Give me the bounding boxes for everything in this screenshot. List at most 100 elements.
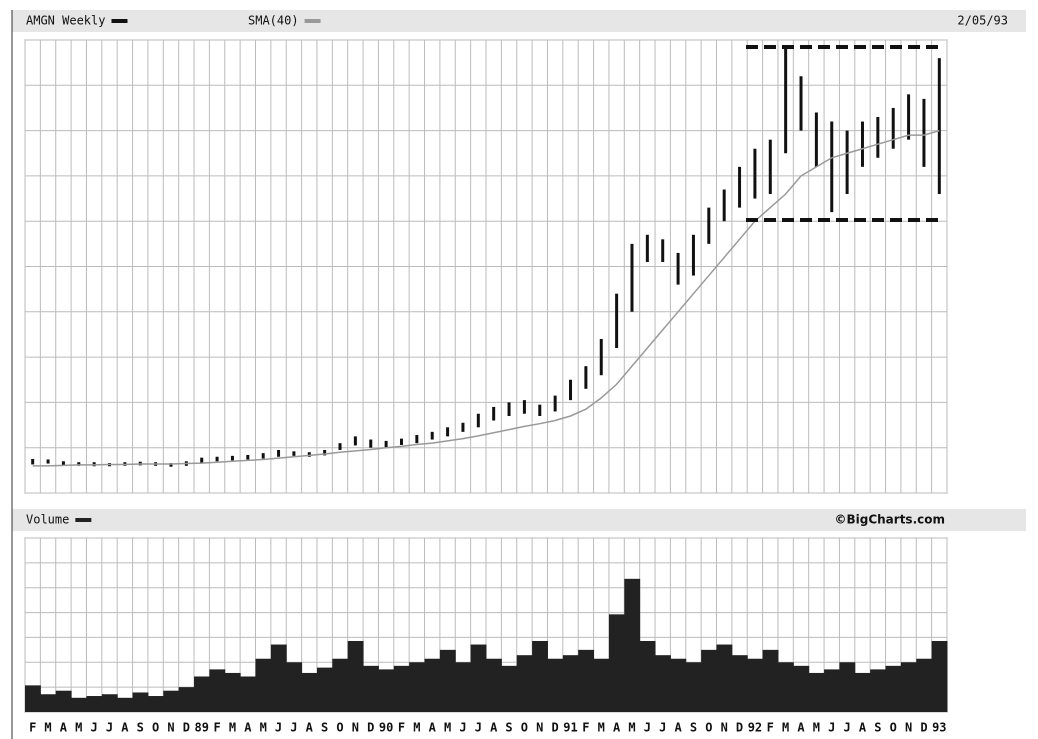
- x-tick-label: A: [859, 721, 867, 735]
- volume-bar: [117, 697, 134, 712]
- x-tick-label: A: [60, 721, 68, 735]
- volume-bar: [363, 665, 379, 712]
- x-tick-label: D: [183, 721, 190, 735]
- volume-bar: [701, 649, 717, 712]
- volume-bar: [163, 690, 180, 712]
- volume-bar: [532, 640, 548, 712]
- volume-bar: [870, 669, 887, 712]
- x-tick-label: O: [152, 721, 159, 735]
- volume-bar: [301, 672, 318, 712]
- x-tick-label: N: [167, 721, 174, 735]
- x-tick-label: O: [336, 721, 343, 735]
- volume-bar: [562, 655, 579, 712]
- x-tick-label: F: [398, 721, 405, 735]
- sma-line: [32, 129, 940, 467]
- x-tick-label: S: [321, 721, 328, 735]
- x-tick-label: A: [797, 721, 805, 735]
- legend-swatch: [304, 19, 321, 23]
- x-tick-label: M: [782, 721, 789, 735]
- volume-bar: [608, 614, 625, 712]
- x-tick-label: M: [229, 721, 236, 735]
- volume-header: [12, 509, 1026, 531]
- volume-bar: [101, 694, 118, 712]
- volume-bar: [731, 655, 748, 712]
- volume-bar: [455, 662, 472, 712]
- volume-bar: [762, 649, 779, 712]
- volume-bar: [409, 662, 426, 712]
- volume-bar: [209, 669, 226, 712]
- volume-bar: [25, 685, 41, 712]
- volume-bar: [178, 687, 195, 712]
- x-tick-label: M: [260, 721, 267, 735]
- volume-bar: [839, 662, 856, 712]
- volume-bar: [147, 696, 164, 712]
- volume-bar: [240, 676, 256, 712]
- x-tick-label: A: [121, 721, 129, 735]
- volume-bar: [777, 662, 794, 712]
- volume-bar: [593, 658, 610, 712]
- x-tick-label: F: [213, 721, 220, 735]
- x-tick-label: 89: [194, 721, 208, 735]
- volume-bar: [393, 665, 410, 712]
- volume-bar: [486, 658, 502, 712]
- volume-bar: [332, 658, 349, 712]
- volume-bar: [824, 669, 840, 712]
- x-tick-label: N: [536, 721, 543, 735]
- x-tick-label: A: [244, 721, 252, 735]
- x-tick-label: M: [444, 721, 451, 735]
- volume-bar: [194, 676, 210, 712]
- volume-bar: [624, 578, 641, 712]
- x-tick-label: M: [75, 721, 82, 735]
- x-tick-label: F: [767, 721, 774, 735]
- volume-bar: [347, 640, 364, 712]
- x-tick-label: 90: [379, 721, 393, 735]
- volume-bar: [286, 662, 303, 712]
- x-tick-label: O: [521, 721, 528, 735]
- x-tick-label: 92: [748, 721, 762, 735]
- x-tick-label: D: [552, 721, 559, 735]
- x-tick-label: M: [44, 721, 51, 735]
- volume-bar: [900, 662, 917, 712]
- x-tick-label: J: [290, 721, 297, 735]
- volume-bar: [516, 655, 533, 712]
- x-tick-label: M: [628, 721, 635, 735]
- volume-bar: [885, 665, 902, 712]
- legend-swatch: [111, 19, 128, 23]
- x-tick-label: D: [920, 721, 927, 735]
- volume-bar: [470, 644, 487, 712]
- x-tick-label: A: [613, 721, 621, 735]
- volume-bar: [424, 658, 441, 712]
- x-tick-label: A: [490, 721, 498, 735]
- x-tick-label: A: [306, 721, 314, 735]
- x-tick-label: M: [598, 721, 605, 735]
- x-tick-label: S: [505, 721, 512, 735]
- volume-bar: [316, 667, 333, 712]
- x-tick-label: S: [137, 721, 144, 735]
- x-tick-label: S: [874, 721, 881, 735]
- x-tick-label: M: [813, 721, 820, 735]
- date-label: 2/05/93: [957, 14, 1008, 28]
- x-tick-label: 93: [932, 721, 946, 735]
- volume-bar: [716, 644, 733, 712]
- volume-bar: [547, 658, 564, 712]
- volume-bar: [132, 692, 149, 712]
- x-tick-label: F: [29, 721, 36, 735]
- x-tick-label: J: [659, 721, 666, 735]
- volume-bar: [71, 697, 87, 712]
- volume-bar: [224, 672, 241, 712]
- x-tick-label: J: [275, 721, 282, 735]
- x-tick-label: J: [843, 721, 850, 735]
- volume-bar: [578, 649, 595, 712]
- x-tick-label: J: [459, 721, 466, 735]
- volume-bar: [55, 690, 72, 712]
- volume-bar: [655, 655, 671, 712]
- volume-bar: [86, 696, 103, 712]
- volume-bar: [255, 658, 272, 712]
- x-tick-label: J: [106, 721, 113, 735]
- credit: ©BigCharts.com: [834, 513, 945, 527]
- volume-bar: [793, 665, 810, 712]
- x-tick-label: A: [429, 721, 437, 735]
- legend-label: SMA(40): [248, 14, 299, 28]
- legend-swatch: [75, 518, 92, 522]
